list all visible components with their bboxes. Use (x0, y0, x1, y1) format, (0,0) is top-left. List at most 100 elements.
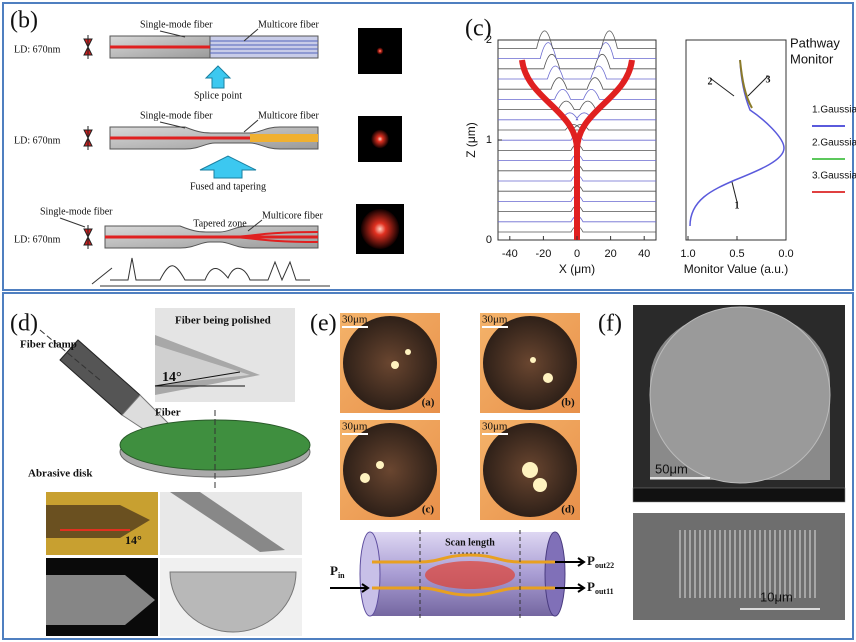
x-tick-label: -40 (502, 248, 518, 260)
curve-label: 3 (766, 74, 771, 85)
x-tick-label: 0.5 (729, 248, 744, 260)
panel-label: (d) (10, 311, 38, 337)
x-tick-label: 20 (604, 248, 616, 260)
x-tick-label: 0 (574, 248, 580, 260)
field-profile (498, 77, 656, 90)
field-profile (498, 124, 656, 131)
scale-bar-label: 30μm (342, 314, 368, 326)
leader (159, 121, 186, 129)
arrow (709, 77, 735, 97)
leader (243, 28, 259, 42)
laser-diode (83, 35, 93, 59)
sem-image (633, 513, 845, 620)
label: Fused and tapering (190, 181, 266, 192)
core (250, 134, 318, 142)
monitor-curve (689, 59, 785, 227)
leader (247, 219, 263, 232)
fiber-image (155, 345, 250, 385)
scale-bar-label: 30μm (482, 421, 508, 433)
core-spot (533, 478, 547, 492)
curve-label: 1 (735, 200, 740, 211)
port-symbol: P (330, 563, 338, 578)
port-label: Pin (330, 563, 345, 580)
port-symbol: P (587, 553, 595, 568)
field-profile (498, 42, 656, 59)
scale-bar-label: 50μm (655, 461, 688, 476)
field-profile (498, 100, 656, 110)
arrow (555, 557, 586, 593)
y-tick-label: 2 (486, 34, 492, 46)
laser-label: LD: 670nm (14, 234, 61, 245)
field-profile (498, 112, 656, 121)
port-label: Pout22 (587, 553, 614, 570)
label: Fiber clamp (20, 339, 77, 351)
panel-label: (b) (10, 8, 38, 34)
axis-label: Monitor Value (a.u.) (684, 262, 789, 276)
y-tick-label: 0 (486, 234, 492, 246)
axes (91, 267, 330, 287)
intensity-trace (110, 257, 310, 282)
core-spot (522, 462, 538, 478)
image-tag: (c) (422, 504, 435, 516)
x-tick-label: -20 (535, 248, 551, 260)
scan-guides (419, 530, 521, 618)
scale-bar-label: 30μm (482, 314, 508, 326)
port-label: Pout11 (587, 579, 614, 596)
field-profile (498, 65, 656, 80)
core-spot (376, 461, 384, 469)
label: Fiber being polished (175, 315, 271, 327)
image-tag: (a) (422, 397, 435, 409)
cylinder-end (359, 531, 381, 617)
curve-label: 2 (708, 76, 713, 87)
core-spot (530, 357, 536, 363)
fiber-clamp (59, 339, 141, 416)
label: Fiber (155, 407, 181, 419)
panel-label: (c) (465, 16, 492, 42)
fiber-image (46, 575, 155, 625)
legend-entry: 3.Gaussian (812, 171, 856, 182)
legend-entry: 1.Gaussian (812, 105, 856, 116)
legend-title: Pathway (790, 35, 840, 50)
axis-label: Z (μm) (464, 122, 478, 158)
leader (243, 119, 259, 133)
label: 14° (125, 533, 142, 547)
core-spot (543, 373, 553, 383)
leader (59, 217, 86, 228)
laser-diode (83, 225, 93, 249)
label: Multicore fiber (258, 19, 319, 30)
panel-label: (f) (598, 311, 622, 337)
label: Single-mode fiber (140, 110, 213, 121)
laser-label: LD: 670nm (14, 44, 61, 55)
angle-lines (154, 371, 245, 387)
scale-bar-label: 10μm (760, 589, 793, 604)
panel-label: (e) (310, 311, 337, 337)
y-tick-label: 1 (486, 134, 492, 146)
label: Multicore fiber (258, 110, 319, 121)
abrasive-disk (119, 419, 311, 471)
image-tag: (d) (561, 504, 575, 516)
core-spot (391, 361, 399, 369)
label: Single-mode fiber (140, 19, 213, 30)
arrow (204, 65, 232, 89)
field-profile (498, 89, 656, 100)
arrow (731, 181, 738, 203)
scale-bar-label: 30μm (342, 421, 368, 433)
arrow (330, 583, 370, 593)
arrow (199, 155, 257, 179)
image-tag: (b) (561, 397, 575, 409)
legend-entry: 2.Gaussian (812, 138, 856, 149)
label: Splice point (194, 90, 242, 101)
cylinder-end (544, 531, 566, 617)
legend-title: Monitor (790, 51, 834, 66)
output-spot (371, 129, 389, 149)
fiber-face (483, 316, 577, 410)
field-profile (498, 53, 656, 70)
leader (159, 30, 186, 38)
arrow (747, 75, 769, 97)
fiber (209, 35, 319, 59)
beam-path (519, 59, 635, 240)
output-spot (360, 209, 400, 249)
label: Abrasive disk (28, 468, 93, 480)
axis-label: X (μm) (559, 262, 595, 276)
